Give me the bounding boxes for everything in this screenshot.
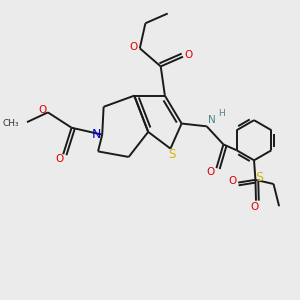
Text: H: H [218, 109, 224, 118]
Text: S: S [255, 170, 263, 184]
Text: N: N [208, 115, 216, 125]
Text: O: O [250, 202, 259, 212]
Text: O: O [130, 42, 138, 52]
Text: S: S [168, 148, 175, 161]
Text: O: O [206, 167, 214, 177]
Text: O: O [184, 50, 193, 60]
Text: O: O [228, 176, 236, 186]
Text: O: O [39, 105, 47, 115]
Text: CH₃: CH₃ [2, 119, 19, 128]
Text: O: O [55, 154, 63, 164]
Text: N: N [92, 128, 101, 141]
